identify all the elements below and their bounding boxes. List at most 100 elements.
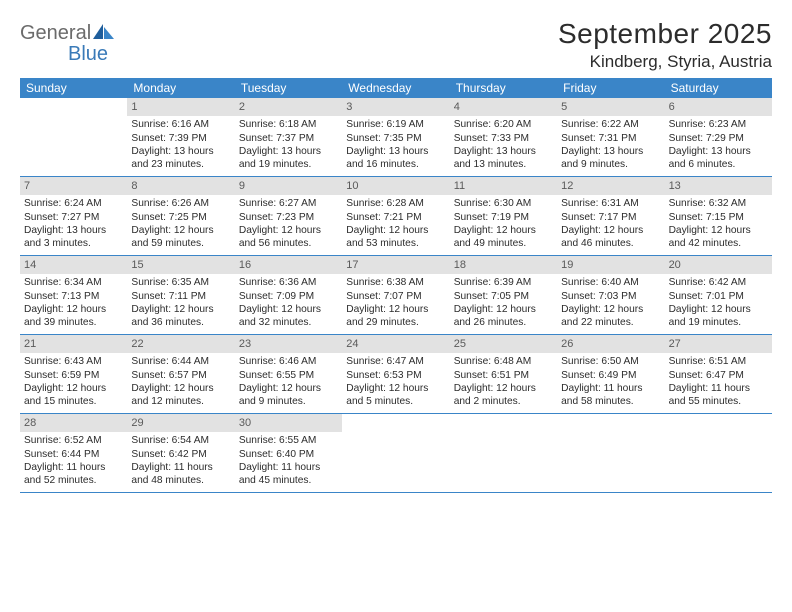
sunrise-line: Sunrise: 6:44 AM (131, 355, 230, 368)
sunset-line: Sunset: 7:13 PM (24, 290, 123, 303)
sunrise-line: Sunrise: 6:39 AM (454, 276, 553, 289)
daylight-line: Daylight: 12 hours and 9 minutes. (239, 382, 338, 409)
sunset-line: Sunset: 6:57 PM (131, 369, 230, 382)
day-number: 6 (665, 98, 772, 116)
day-number: 9 (235, 177, 342, 195)
calendar-sheet: General Blue September 2025 Kindberg, St… (0, 0, 792, 612)
daylight-line: Daylight: 12 hours and 12 minutes. (131, 382, 230, 409)
sunset-line: Sunset: 6:49 PM (561, 369, 660, 382)
day-cell: 29Sunrise: 6:54 AMSunset: 6:42 PMDayligh… (127, 414, 234, 492)
daylight-line: Daylight: 13 hours and 19 minutes. (239, 145, 338, 172)
day-cell: 27Sunrise: 6:51 AMSunset: 6:47 PMDayligh… (665, 335, 772, 413)
empty-cell (342, 414, 449, 492)
day-number: 11 (450, 177, 557, 195)
day-cell: 10Sunrise: 6:28 AMSunset: 7:21 PMDayligh… (342, 177, 449, 255)
day-number: 18 (450, 256, 557, 274)
day-number: 1 (127, 98, 234, 116)
day-cell: 4Sunrise: 6:20 AMSunset: 7:33 PMDaylight… (450, 98, 557, 176)
sunrise-line: Sunrise: 6:42 AM (669, 276, 768, 289)
sunset-line: Sunset: 7:15 PM (669, 211, 768, 224)
day-cell: 16Sunrise: 6:36 AMSunset: 7:09 PMDayligh… (235, 256, 342, 334)
day-number: 3 (342, 98, 449, 116)
daylight-line: Daylight: 12 hours and 46 minutes. (561, 224, 660, 251)
sunset-line: Sunset: 7:23 PM (239, 211, 338, 224)
day-number: 15 (127, 256, 234, 274)
empty-cell (450, 414, 557, 492)
day-number: 25 (450, 335, 557, 353)
day-cell: 9Sunrise: 6:27 AMSunset: 7:23 PMDaylight… (235, 177, 342, 255)
sunset-line: Sunset: 6:55 PM (239, 369, 338, 382)
day-cell: 13Sunrise: 6:32 AMSunset: 7:15 PMDayligh… (665, 177, 772, 255)
daylight-line: Daylight: 11 hours and 45 minutes. (239, 461, 338, 488)
sunset-line: Sunset: 6:59 PM (24, 369, 123, 382)
sunset-line: Sunset: 7:11 PM (131, 290, 230, 303)
sunrise-line: Sunrise: 6:16 AM (131, 118, 230, 131)
sunrise-line: Sunrise: 6:35 AM (131, 276, 230, 289)
day-number: 4 (450, 98, 557, 116)
day-number: 10 (342, 177, 449, 195)
sunrise-line: Sunrise: 6:55 AM (239, 434, 338, 447)
dow-label: Monday (127, 78, 234, 98)
daylight-line: Daylight: 12 hours and 26 minutes. (454, 303, 553, 330)
sunrise-line: Sunrise: 6:40 AM (561, 276, 660, 289)
sunset-line: Sunset: 6:40 PM (239, 448, 338, 461)
day-cell: 30 Sunrise: 6:55 AMSunset: 6:40 PMDayligh… (235, 414, 342, 492)
sunrise-line: Sunrise: 6:22 AM (561, 118, 660, 131)
sunset-line: Sunset: 7:29 PM (669, 132, 768, 145)
day-cell: 8Sunrise: 6:26 AMSunset: 7:25 PMDaylight… (127, 177, 234, 255)
sunrise-line: Sunrise: 6:30 AM (454, 197, 553, 210)
day-number: 14 (20, 256, 127, 274)
week-row: 7Sunrise: 6:24 AMSunset: 7:27 PMDaylight… (20, 177, 772, 256)
sunset-line: Sunset: 6:47 PM (669, 369, 768, 382)
sunrise-line: Sunrise: 6:24 AM (24, 197, 123, 210)
sunrise-line: Sunrise: 6:38 AM (346, 276, 445, 289)
dow-label: Saturday (665, 78, 772, 98)
day-cell: 15 Sunrise: 6:35 AMSunset: 7:11 PMDayligh… (127, 256, 234, 334)
empty-cell (665, 414, 772, 492)
sunset-line: Sunset: 7:31 PM (561, 132, 660, 145)
day-number: 12 (557, 177, 664, 195)
day-cell: 7Sunrise: 6:24 AMSunset: 7:27 PMDaylight… (20, 177, 127, 255)
sunrise-line: Sunrise: 6:43 AM (24, 355, 123, 368)
day-number: 30 (235, 414, 342, 432)
daylight-line: Daylight: 11 hours and 58 minutes. (561, 382, 660, 409)
sunrise-line: Sunrise: 6:27 AM (239, 197, 338, 210)
day-number: 13 (665, 177, 772, 195)
sunset-line: Sunset: 7:33 PM (454, 132, 553, 145)
daylight-line: Daylight: 12 hours and 39 minutes. (24, 303, 123, 330)
sunrise-line: Sunrise: 6:36 AM (239, 276, 338, 289)
sail-icon (93, 24, 115, 43)
sunset-line: Sunset: 6:44 PM (24, 448, 123, 461)
empty-cell (20, 98, 127, 176)
sunset-line: Sunset: 7:05 PM (454, 290, 553, 303)
dow-label: Sunday (20, 78, 127, 98)
daylight-line: Daylight: 12 hours and 5 minutes. (346, 382, 445, 409)
day-cell: 17Sunrise: 6:38 AMSunset: 7:07 PMDayligh… (342, 256, 449, 334)
sunset-line: Sunset: 7:07 PM (346, 290, 445, 303)
location-subtitle: Kindberg, Styria, Austria (558, 52, 772, 72)
day-cell: 5Sunrise: 6:22 AMSunset: 7:31 PMDaylight… (557, 98, 664, 176)
sunset-line: Sunset: 6:51 PM (454, 369, 553, 382)
day-number: 22 (127, 335, 234, 353)
daylight-line: Daylight: 13 hours and 13 minutes. (454, 145, 553, 172)
day-cell: 12Sunrise: 6:31 AMSunset: 7:17 PMDayligh… (557, 177, 664, 255)
sunset-line: Sunset: 7:17 PM (561, 211, 660, 224)
sunrise-line: Sunrise: 6:47 AM (346, 355, 445, 368)
daylight-line: Daylight: 12 hours and 32 minutes. (239, 303, 338, 330)
dow-label: Friday (557, 78, 664, 98)
sunrise-line: Sunrise: 6:28 AM (346, 197, 445, 210)
empty-cell (557, 414, 664, 492)
day-cell: 28Sunrise: 6:52 AMSunset: 6:44 PMDayligh… (20, 414, 127, 492)
daylight-line: Daylight: 12 hours and 36 minutes. (131, 303, 230, 330)
sunrise-line: Sunrise: 6:52 AM (24, 434, 123, 447)
sunset-line: Sunset: 7:39 PM (131, 132, 230, 145)
day-number: 24 (342, 335, 449, 353)
sunrise-line: Sunrise: 6:46 AM (239, 355, 338, 368)
daylight-line: Daylight: 12 hours and 42 minutes. (669, 224, 768, 251)
day-cell: 25Sunrise: 6:48 AMSunset: 6:51 PMDayligh… (450, 335, 557, 413)
day-cell: 24Sunrise: 6:47 AMSunset: 6:53 PMDayligh… (342, 335, 449, 413)
day-cell: 21Sunrise: 6:43 AMSunset: 6:59 PMDayligh… (20, 335, 127, 413)
daylight-line: Daylight: 12 hours and 22 minutes. (561, 303, 660, 330)
day-cell: 1Sunrise: 6:16 AMSunset: 7:39 PMDaylight… (127, 98, 234, 176)
week-row: 21Sunrise: 6:43 AMSunset: 6:59 PMDayligh… (20, 335, 772, 414)
